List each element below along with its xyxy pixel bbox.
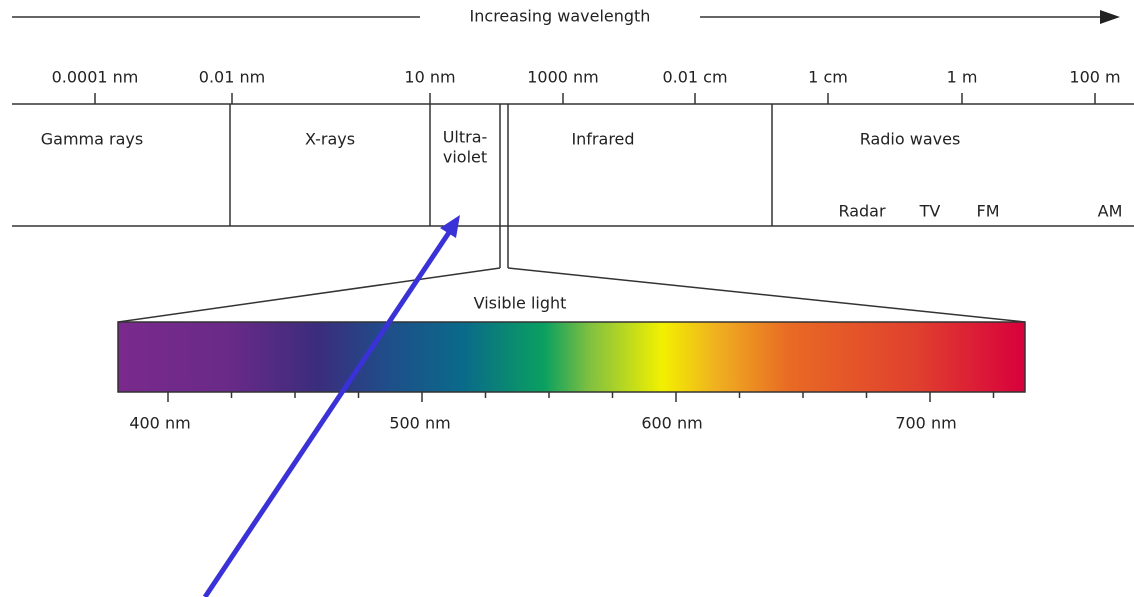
visible-spectrum <box>117 321 1026 393</box>
scale-label: 1000 nm <box>527 68 599 87</box>
scale-label: 0.0001 nm <box>52 68 139 87</box>
visible-label: 700 nm <box>895 414 956 433</box>
radio-band: FM <box>976 202 999 221</box>
arrow-head <box>1100 10 1120 24</box>
radio-band: Radar <box>838 202 886 221</box>
scale-label: 10 nm <box>404 68 455 87</box>
scale-label: 1 cm <box>808 68 848 87</box>
radio-band: TV <box>919 202 941 221</box>
visible-label: 600 nm <box>641 414 702 433</box>
pointer-arrow-head <box>440 215 460 238</box>
scale-label: 1 m <box>947 68 978 87</box>
region-label: X-rays <box>305 130 355 149</box>
visible-label: 500 nm <box>389 414 450 433</box>
title: Increasing wavelength <box>470 7 651 26</box>
zoom-line <box>507 267 1026 323</box>
visible-label: 400 nm <box>129 414 190 433</box>
pointer-arrow <box>202 226 455 597</box>
scale-label: 0.01 nm <box>199 68 265 87</box>
radio-band: AM <box>1098 202 1123 221</box>
zoom-line <box>117 267 501 323</box>
region-label: Infrared <box>571 130 634 149</box>
region-label: Gamma rays <box>41 130 143 149</box>
scale-label: 100 m <box>1069 68 1120 87</box>
region-label: violet <box>443 148 487 167</box>
layout: Increasing wavelength Gamma rays X-rays … <box>12 7 1134 597</box>
region-label: Radio waves <box>860 130 961 149</box>
scale-label: 0.01 cm <box>662 68 727 87</box>
region-label: Ultra- <box>443 128 488 147</box>
visible-title: Visible light <box>474 294 567 313</box>
